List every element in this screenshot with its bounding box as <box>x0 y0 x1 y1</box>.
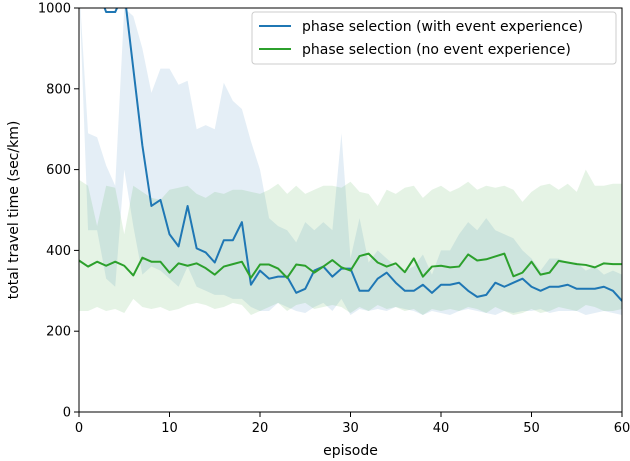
y-axis-label: total travel time (sec/km) <box>6 121 22 300</box>
legend-label-no-event: phase selection (no event experience) <box>302 42 571 58</box>
series-line-1 <box>79 252 622 279</box>
x-tick-label: 10 <box>161 421 178 436</box>
x-tick-label: 60 <box>614 421 630 436</box>
legend-box <box>251 11 617 65</box>
series-lines <box>79 8 622 302</box>
y-tick-label: 200 <box>46 325 71 340</box>
y-tick-label: 1000 <box>38 2 71 17</box>
x-tick-label: 30 <box>342 421 359 436</box>
x-tick-label: 50 <box>523 421 540 436</box>
confidence-bands <box>79 8 622 316</box>
confidence-band-1 <box>79 169 622 316</box>
y-tick-label: 400 <box>46 244 71 259</box>
x-tick-label: 0 <box>75 421 83 436</box>
y-axis-ticks: 0 200 400 600 800 1000 <box>38 2 79 421</box>
legend-label-with-event: phase selection (with event experience) <box>302 19 583 35</box>
y-tick-label: 0 <box>63 406 71 421</box>
confidence-band-0 <box>79 8 622 316</box>
x-tick-label: 40 <box>433 421 450 436</box>
legend: phase selection (with event experience) … <box>251 11 617 65</box>
x-tick-label: 20 <box>252 421 269 436</box>
x-axis-ticks: 0 10 20 30 40 50 60 <box>75 412 630 436</box>
y-tick-label: 800 <box>46 82 71 97</box>
series-line-0 <box>103 8 622 302</box>
x-axis-label: episode <box>323 443 378 459</box>
y-tick-label: 600 <box>46 163 71 178</box>
